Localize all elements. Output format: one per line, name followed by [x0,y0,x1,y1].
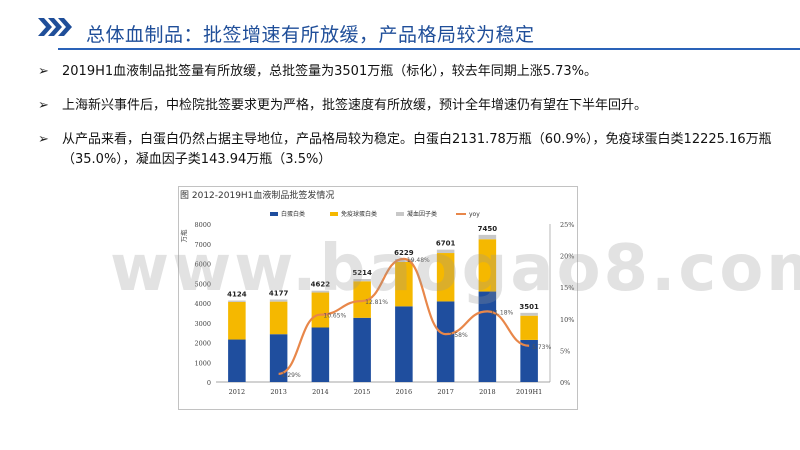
x-tick-label: 2013 [270,388,287,396]
yoy-data-label: 12.81% [365,299,388,306]
bar-segment [520,339,538,382]
chevron-icon [0,14,80,40]
chart-frame [178,186,578,410]
yoy-data-label: 10.65% [323,313,346,320]
bar-segment [269,334,288,382]
bar-segment [478,234,497,240]
bar-total-label: 4124 [227,291,247,299]
bar-segment [478,239,497,292]
bar-segment [353,279,371,282]
y-left-tick-label: 3000 [194,320,211,328]
y-left-axis-label: 万瓶 [180,229,188,243]
bar-segment [269,301,288,335]
bullet-item: ➢ 从产品来看，白蛋白仍然占据主导地位，产品格局较为稳定。白蛋白2131.78万… [38,130,778,170]
bar-total-label: 7450 [478,225,498,233]
bullet-text: 上海新兴事件后，中检院批签要求更为严格，批签速度有所放缓，预计全年增速仍有望在下… [62,98,648,113]
bar-segment [436,301,455,382]
y-left-tick-label: 0 [207,379,211,387]
yoy-data-label: 19.48% [407,257,430,264]
y-left-tick-label: 7000 [194,241,211,249]
bar-segment [520,315,538,340]
slide-header: 总体血制品：批签增速有所放缓，产品格局较为稳定 [0,0,800,50]
legend-swatch [330,212,338,216]
bar-segment [311,290,330,293]
bar-total-label: 5214 [352,269,372,277]
batch-release-chart: 0 1000 2000 3000 4000 5000 6000 7000 8000 0% 5% 10%… [178,186,578,410]
x-tick-label: 2015 [354,388,371,396]
bar-segment [228,300,246,303]
page-title: 总体血制品：批签增速有所放缓，产品格局较为稳定 [86,24,535,46]
bar-segment [395,261,413,307]
bar-segment [436,253,455,302]
bar-segment [311,327,330,382]
y-left-tick-label: 5000 [194,280,211,288]
y-right-tick-label: 0% [560,379,570,387]
x-tick-label: 2012 [229,388,246,396]
y-right-tick-label: 20% [560,253,574,261]
y-left-tick-label: 1000 [194,359,211,367]
arrow-bullet-icon: ➢ [38,64,49,79]
bar-segment [269,299,288,302]
bar-segment [436,249,455,254]
y-right-tick-label: 15% [560,284,574,292]
legend-label: 凝血因子类 [407,210,437,218]
bar-segment [478,291,497,382]
x-tick-label: 2016 [396,388,413,396]
bullet-text: 从产品来看，白蛋白仍然占据主导地位，产品格局较为稳定。白蛋白2131.78万瓶（… [62,132,772,167]
yoy-data-label: 7.58% [449,332,468,339]
y-left-tick-label: 2000 [194,340,211,348]
y-right-tick-label: 25% [560,221,574,229]
chart-caption: 图 2012-2019H1血液制品批签发情况 [180,191,335,201]
bar-segment [520,312,538,316]
y-right-tick-label: 5% [560,347,570,355]
arrow-bullet-icon: ➢ [38,132,49,147]
legend-swatch [270,212,278,216]
bar-total-label: 4622 [311,281,331,289]
x-tick-label: 2018 [479,388,496,396]
bullet-item: ➢ 2019H1血液制品批签量有所放缓，总批签量为3501万瓶（标化），较去年同… [38,62,778,82]
bar-total-label: 3501 [519,303,539,311]
y-right-tick-label: 10% [560,316,574,324]
bar-segment [311,292,330,328]
y-left-tick-label: 4000 [194,300,211,308]
bullet-item: ➢ 上海新兴事件后，中检院批签要求更为严格，批签速度有所放缓，预计全年增速仍有望… [38,96,778,116]
legend-swatch [396,212,404,216]
bullet-list: ➢ 2019H1血液制品批签量有所放缓，总批签量为3501万瓶（标化），较去年同… [38,62,778,180]
y-left-tick-label: 6000 [194,261,211,269]
bar-segment [395,258,413,262]
legend-label: yoy [469,211,480,218]
bar-total-label: 4177 [269,290,289,298]
y-left-tick-label: 8000 [194,221,211,229]
header-divider [58,48,800,50]
bullet-text: 2019H1血液制品批签量有所放缓，总批签量为3501万瓶（标化），较去年同期上… [62,64,598,79]
bar-segment [228,339,246,382]
bar-total-label: 6701 [436,240,456,248]
bar-segment [353,317,371,382]
bar-segment [353,281,371,318]
arrow-bullet-icon: ➢ [38,98,49,113]
bar-segment [395,306,413,382]
bar-total-label: 6229 [394,249,414,257]
chevron-logo [0,14,80,40]
legend-label: 白蛋白类 [281,210,305,218]
x-tick-label: 2019H1 [516,388,542,396]
bar-segment [228,302,246,340]
x-tick-label: 2017 [437,388,454,396]
yoy-data-label: 1.29% [282,372,301,379]
legend-label: 免疫球蛋白类 [341,210,377,218]
yoy-data-label: 11.18% [490,309,513,316]
yoy-line [278,257,530,375]
yoy-data-label: 5.73% [532,344,551,351]
x-tick-label: 2014 [312,388,329,396]
